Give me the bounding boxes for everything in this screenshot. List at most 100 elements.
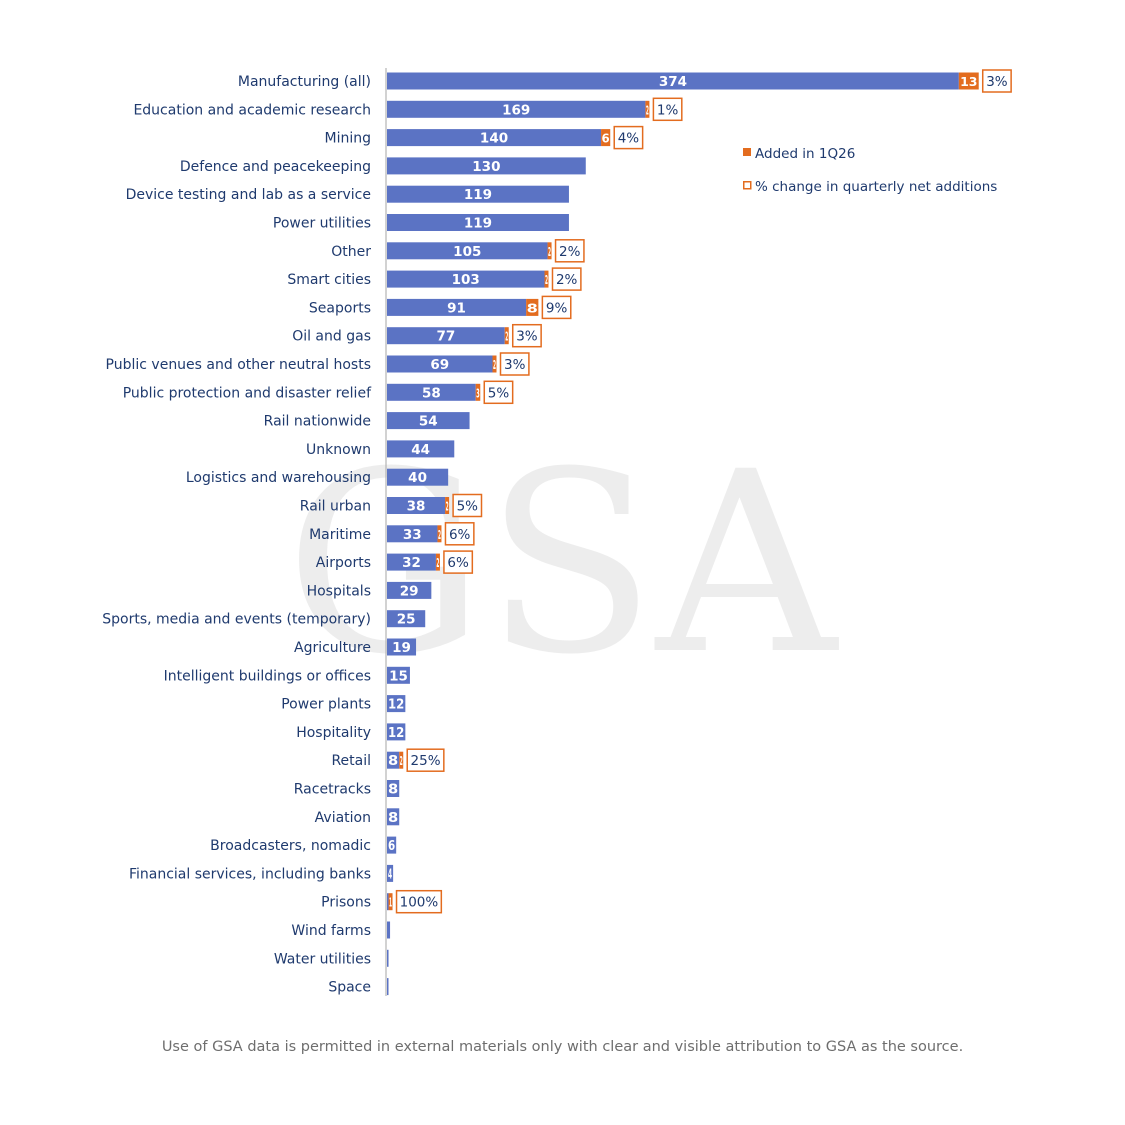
bar-added [435,553,440,571]
pct-change-label: 6% [449,527,471,543]
watermark-text: GSA [285,418,839,709]
bar-base [387,525,438,543]
added-value-label: 2 [646,102,649,117]
bar-base [387,100,646,118]
bar-value-label: 169 [502,102,530,118]
added-value-label: 2 [548,244,551,259]
bar-base [387,864,394,882]
bar-base [387,468,449,486]
bar-value-label: 8 [388,753,398,769]
bar-base [387,355,493,373]
pct-change-label: 4% [618,131,640,147]
bar-added [475,383,481,401]
category-label: Mining [325,131,372,147]
bar-base [387,214,569,231]
added-value-label: 2 [505,329,508,344]
pct-change-box [499,352,530,376]
added-value-label: 2 [446,499,449,514]
pct-change-box [613,125,644,150]
bar-value-label: 4 [388,866,392,882]
category-label: Racetracks [294,782,371,798]
bar-added [388,893,393,911]
pct-change-box [652,97,683,122]
legend-added-swatch [743,148,751,156]
pct-change-box [551,267,582,291]
bar-base [387,185,569,203]
bar-base [387,412,470,430]
added-value-label: 2 [493,357,496,372]
bar-value-label: 119 [464,187,492,203]
bar-added [601,129,611,147]
legend-pct-label: % change in quarterly net additions [755,179,997,195]
bar-added [544,270,549,288]
category-label: Defence and peacekeeping [180,159,371,175]
bar-value-label: 38 [407,499,426,515]
added-value-label: 2 [436,555,439,570]
category-label: Logistics and warehousing [186,470,371,486]
category-label: Hospitality [296,725,371,741]
bar-value-label: 44 [411,442,430,458]
added-value-label: 2 [438,527,441,542]
bar-base [387,242,548,260]
category-label: Smart cities [287,272,371,288]
bar-value-label: 29 [400,583,419,599]
bar-base [387,695,406,713]
category-label: Power plants [281,697,371,713]
bar-base [387,553,436,571]
pct-change-label: 3% [986,74,1008,90]
bar-added [445,497,450,514]
bar-added [492,355,497,373]
bar-base [387,157,586,175]
bar-value-label: 40 [408,470,427,486]
bar-base [387,723,406,741]
bar-base [387,72,959,90]
bar-base [387,638,417,656]
bar-value-label: 119 [464,216,492,232]
bar-base [387,270,545,288]
category-label: Rail urban [300,499,371,515]
added-value-label: 6 [602,131,610,146]
bar-value-label: 19 [392,640,411,656]
pct-change-label: 5% [488,385,510,401]
bar-base [387,327,505,345]
bar-value-label: 32 [402,555,421,571]
pct-change-box [541,295,572,320]
added-value-label: 2 [545,272,548,287]
pct-change-box [483,380,514,405]
bar-value-label: 140 [480,131,508,147]
added-value-label: 3 [476,385,480,400]
bar-added [958,72,979,90]
bar-added [547,242,552,260]
category-label: Oil and gas [292,329,371,345]
pct-change-box [395,889,443,914]
category-label: Space [328,980,371,996]
pct-change-label: 6% [447,555,469,571]
bar-base [387,780,400,797]
category-label: Unknown [306,442,371,458]
category-label: Manufacturing (all) [238,74,371,90]
category-label: Intelligent buildings or offices [164,668,371,684]
pct-change-box [452,493,483,518]
category-label: Prisons [321,895,371,911]
category-label: Hospitals [307,583,371,599]
bar-added [504,327,509,345]
bar-value-label: 54 [419,414,438,430]
bar-value-label: 8 [388,782,398,798]
category-label: Education and academic research [133,102,371,118]
category-label: Aviation [315,810,371,826]
bar-base [387,978,389,996]
bar-value-label: 58 [422,385,441,401]
bar-value-label: 91 [447,300,466,316]
bar-value-label: 6 [388,838,395,854]
bar-added [399,751,404,769]
bar-added [526,298,539,316]
bar-base [387,298,527,316]
pct-change-box [511,323,542,348]
pct-change-label: 1% [657,102,679,118]
category-label: Device testing and lab as a service [126,187,371,203]
bar-added [645,100,650,118]
bar-value-label: 69 [430,357,449,373]
bar-value-label: 105 [453,244,481,260]
added-value-label: 2 [400,753,403,768]
